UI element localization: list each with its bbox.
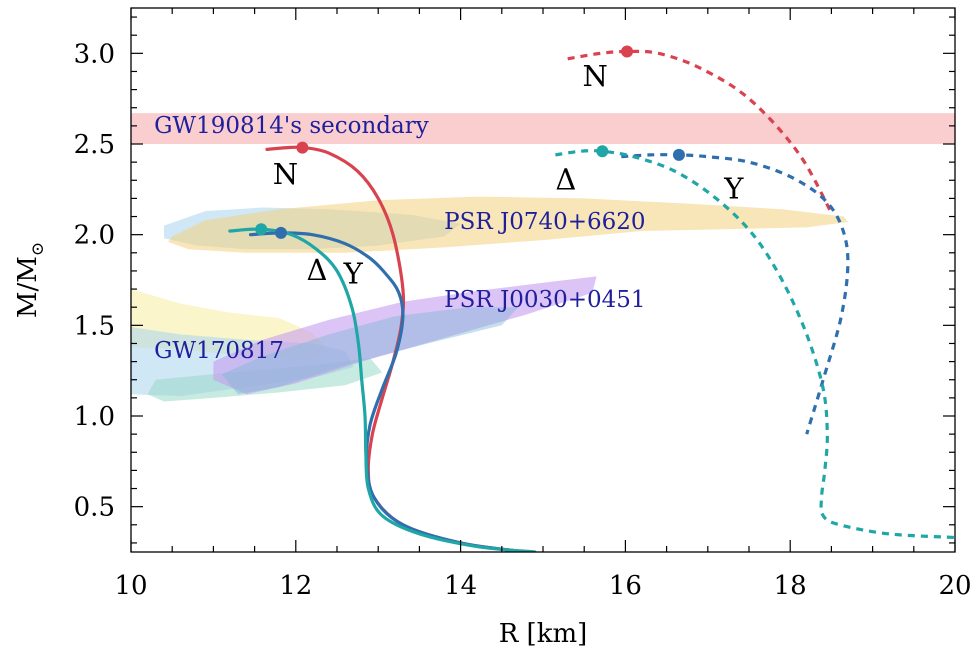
curve-y-solid <box>248 231 529 552</box>
annotations: GW190814's secondary PSR J0740+6620 PSR J0… <box>154 59 744 364</box>
y-axis-label-main: M/M <box>13 256 43 318</box>
annotation-5: Δ <box>307 253 328 287</box>
y-axis-label: M/M⊙ <box>13 242 48 318</box>
max-mass-point-y-dashed <box>672 148 685 161</box>
curve-n-dashed <box>567 49 833 214</box>
x-tick-label: 10 <box>114 571 147 601</box>
y-tick-label: 2.5 <box>74 130 115 160</box>
annotation-6: Y <box>343 257 364 291</box>
annotation-3: GW170817 <box>154 338 284 364</box>
annotation-8: Δ <box>555 162 576 196</box>
annotation-1: PSR J0740+6620 <box>444 209 645 235</box>
annotation-7: N <box>583 59 608 93</box>
plot-frame <box>130 7 956 553</box>
y-axis-label-subscript: ⊙ <box>28 242 48 256</box>
psr-j0030-region-alt <box>221 307 519 395</box>
x-tick-label: 18 <box>774 571 807 601</box>
x-tick-label: 16 <box>609 571 642 601</box>
curve-delta-solid <box>228 227 537 552</box>
psr-j0740-region <box>168 196 848 253</box>
y-tick-label: 3.0 <box>74 39 115 69</box>
y-tick-label: 1.5 <box>74 311 115 341</box>
psr-j0030-region <box>213 276 597 395</box>
x-axis-label: R [km] <box>499 619 588 649</box>
y-tick-label: 2.0 <box>74 221 115 251</box>
x-tick-label: 12 <box>279 571 312 601</box>
annotation-2: PSR J0030+0451 <box>444 287 645 313</box>
max-mass-point-n-solid <box>296 141 309 154</box>
axes: 10 12 14 16 18 20 0.5 1.0 1.5 2.0 2.5 3.0 <box>74 7 972 601</box>
x-tick-label: 20 <box>938 571 971 601</box>
annotation-0: GW190814's secondary <box>154 113 429 139</box>
max-mass-point-delta-solid <box>255 223 268 236</box>
max-mass-markers <box>255 45 685 239</box>
annotation-4: N <box>273 157 298 191</box>
y-tick-label: 0.5 <box>74 493 115 523</box>
annotation-9: Y <box>723 171 744 205</box>
x-tick-label: 14 <box>444 571 477 601</box>
max-mass-point-y-solid <box>274 226 287 239</box>
max-mass-point-n-dashed <box>621 45 634 58</box>
y-tick-label: 1.0 <box>74 402 115 432</box>
curve-delta-dashed <box>555 149 955 540</box>
constraint-regions <box>131 113 955 402</box>
gw190814-band <box>131 113 955 144</box>
max-mass-point-delta-dashed <box>596 145 609 158</box>
